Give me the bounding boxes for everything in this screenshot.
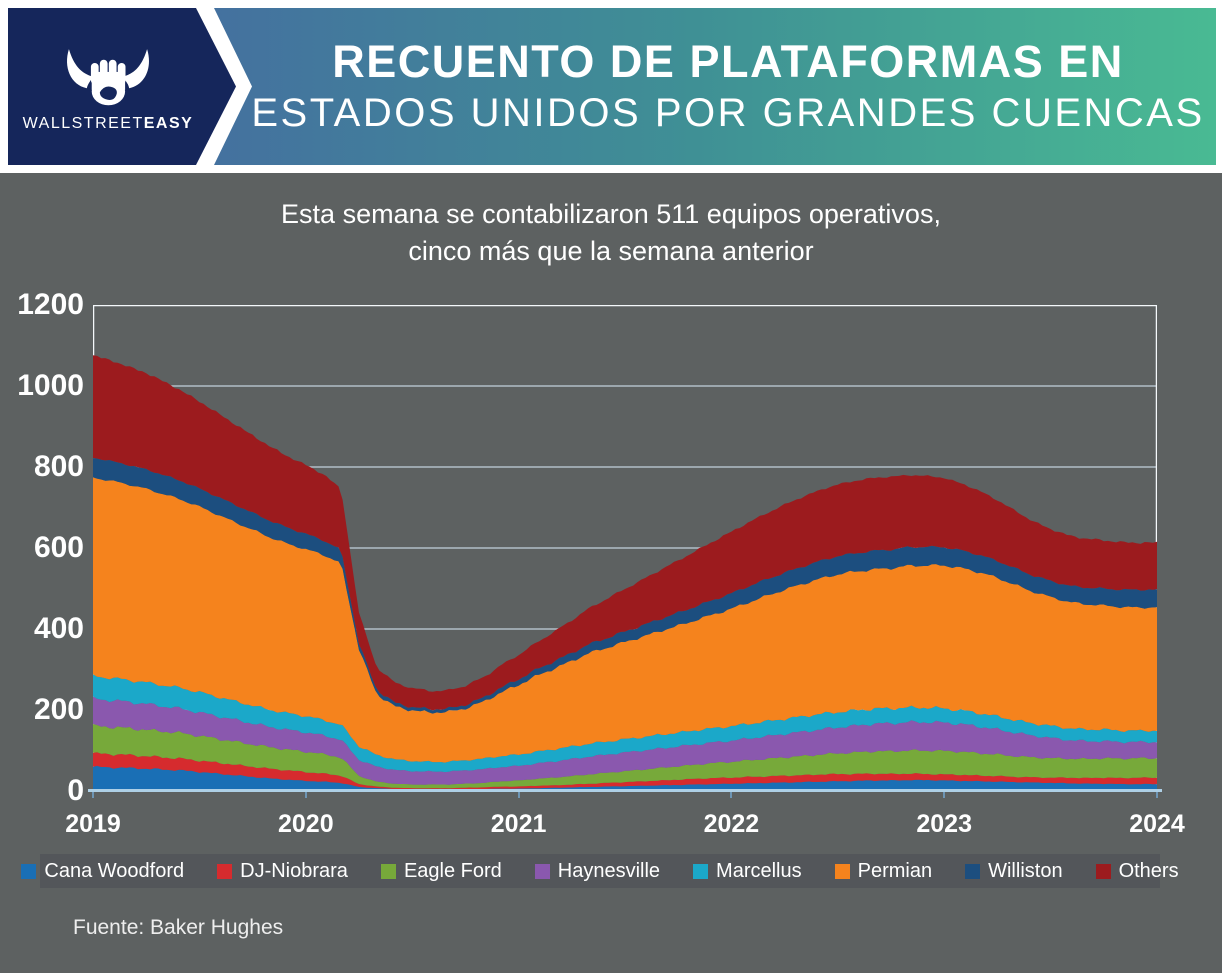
legend-swatch-icon <box>965 863 981 879</box>
x-tick-mark-2022 <box>730 792 733 798</box>
legend-item-haynesville: Haynesville <box>534 859 661 883</box>
y-tick-label-1000: 1000 <box>17 369 84 402</box>
legend: Cana Woodford DJ-Niobrara Eagle Ford Haynes… <box>21 854 1179 888</box>
legend-item-eagle-ford: Eagle Ford <box>380 859 502 883</box>
legend-label: Marcellus <box>716 859 802 882</box>
x-tick-mark-2024 <box>1156 792 1158 798</box>
chart-subtitle: Esta semana se contabilizaron 511 equipo… <box>0 196 1222 270</box>
legend-swatch-icon <box>834 863 850 879</box>
bull-fist-logo-icon <box>67 48 149 105</box>
x-tick-label-2022: 2022 <box>703 810 760 838</box>
legend-swatch-icon <box>21 863 37 879</box>
x-tick-label-2021: 2021 <box>490 810 547 838</box>
y-tick-label-600: 600 <box>33 531 84 564</box>
x-tick-label-2020: 2020 <box>277 810 334 838</box>
area-haynesville <box>93 696 1157 785</box>
legend-label: Permian <box>857 859 933 882</box>
legend-label: Cana Woodford <box>44 859 185 882</box>
area-eagle-ford <box>93 724 1157 789</box>
x-axis-line <box>88 789 1162 792</box>
source-note: Fuente: Baker Hughes <box>73 916 284 939</box>
legend-item-cana-woodford: Cana Woodford <box>21 860 184 883</box>
legend-swatch-icon <box>534 863 550 879</box>
legend-label: Others <box>1118 859 1179 882</box>
brand-name: WALLSTREETEASY <box>23 115 194 133</box>
subtitle-line2: cinco más que la semana anterior <box>408 236 814 266</box>
x-tick-label-2024: 2024 <box>1129 810 1185 838</box>
legend-swatch-icon <box>1095 863 1111 879</box>
y-tick-label-400: 400 <box>33 612 84 645</box>
x-tick-label-2019: 2019 <box>65 810 121 838</box>
title-banner: RECUENTO DE PLATAFORMAS EN ESTADOS UNIDO… <box>214 8 1216 165</box>
area-others <box>93 355 1157 711</box>
legend-item-williston: Williston <box>965 859 1063 883</box>
brand-name-bold: EASY <box>143 114 194 132</box>
y-tick-label-200: 200 <box>33 693 84 726</box>
legend-item-marcellus: Marcellus <box>693 860 802 883</box>
page-title-line1: RECUENTO DE PLATAFORMAS EN <box>332 35 1124 87</box>
legend-item-dj-niobrara: DJ-Niobrara <box>217 860 348 883</box>
legend-item-permian: Permian <box>834 859 933 883</box>
plot-area <box>93 305 1157 791</box>
brand-name-regular: WALLSTREET <box>22 114 144 132</box>
legend-swatch-icon <box>693 863 709 879</box>
area-marcellus <box>93 674 1157 773</box>
y-tick-label-800: 800 <box>33 450 84 483</box>
subtitle-line1: Esta semana se contabilizaron 511 equipo… <box>281 199 941 229</box>
area-cana-woodford <box>93 765 1157 791</box>
area-permian <box>93 477 1157 763</box>
legend-label: Eagle Ford <box>403 859 502 882</box>
y-tick-label-0: 0 <box>67 774 84 807</box>
x-tick-mark-2023 <box>943 792 946 798</box>
x-tick-mark-2021 <box>517 792 520 798</box>
x-tick-mark-2019 <box>92 792 94 798</box>
legend-item-others: Others <box>1095 859 1179 883</box>
legend-label: DJ-Niobrara <box>240 859 348 882</box>
brand-box: WALLSTREETEASY <box>8 8 236 165</box>
area-williston <box>93 458 1157 714</box>
page-title-line2: ESTADOS UNIDOS POR GRANDES CUENCAS <box>251 90 1205 135</box>
legend-swatch-icon <box>217 863 233 879</box>
header: WALLSTREETEASY RECUENTO DE PLATAFORMAS E… <box>0 0 1222 173</box>
legend-label: Haynesville <box>557 859 661 882</box>
x-tick-label-2023: 2023 <box>916 810 972 838</box>
y-tick-label-1200: 1200 <box>17 288 84 321</box>
legend-swatch-icon <box>380 863 396 879</box>
x-tick-mark-2020 <box>304 792 307 798</box>
legend-label: Williston <box>988 859 1063 882</box>
